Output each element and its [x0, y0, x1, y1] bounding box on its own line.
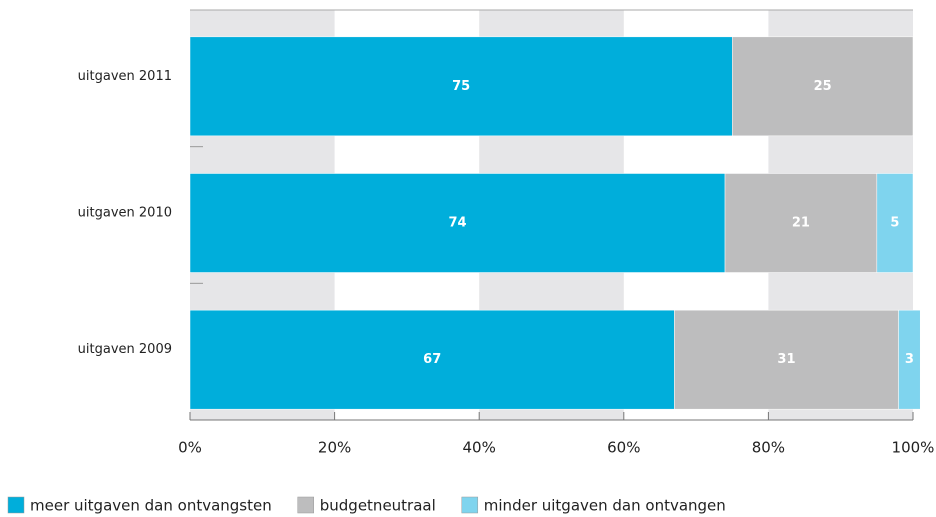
bar-segment	[189, 173, 726, 273]
legend-label: budgetneutraal	[320, 497, 436, 515]
legend-label: meer uitgaven dan ontvangsten	[30, 497, 272, 515]
bar-segment	[732, 36, 914, 137]
x-tick-label: 80%	[752, 439, 785, 457]
x-tick-label: 100%	[892, 439, 935, 457]
bar-segment	[189, 309, 675, 410]
y-tick-label: uitgaven 2011	[78, 69, 172, 84]
bar-segment	[876, 173, 914, 273]
legend-swatch	[461, 496, 479, 514]
y-tick-label: uitgaven 2009	[78, 342, 172, 357]
bar-segment	[724, 173, 878, 273]
bar-segment	[189, 36, 733, 137]
legend-label: minder uitgaven dan ontvangen	[484, 497, 726, 515]
value-label: 3	[905, 352, 914, 367]
value-label: 31	[777, 352, 795, 367]
x-tick-label: 20%	[318, 439, 351, 457]
y-tick-label: uitgaven 2010	[78, 206, 172, 221]
value-label: 67	[423, 352, 441, 367]
bar-segment	[674, 309, 899, 410]
x-tick-label: 40%	[463, 439, 496, 457]
legend-swatch	[7, 496, 25, 514]
value-label: 25	[814, 79, 832, 94]
value-label: 75	[452, 79, 470, 94]
value-label: 5	[890, 216, 899, 231]
value-label: 74	[448, 216, 466, 231]
x-tick-label: 0%	[178, 439, 202, 457]
bar-segment	[898, 309, 921, 410]
x-tick-label: 60%	[607, 439, 640, 457]
legend-swatch	[297, 496, 314, 514]
value-label: 21	[792, 216, 810, 231]
